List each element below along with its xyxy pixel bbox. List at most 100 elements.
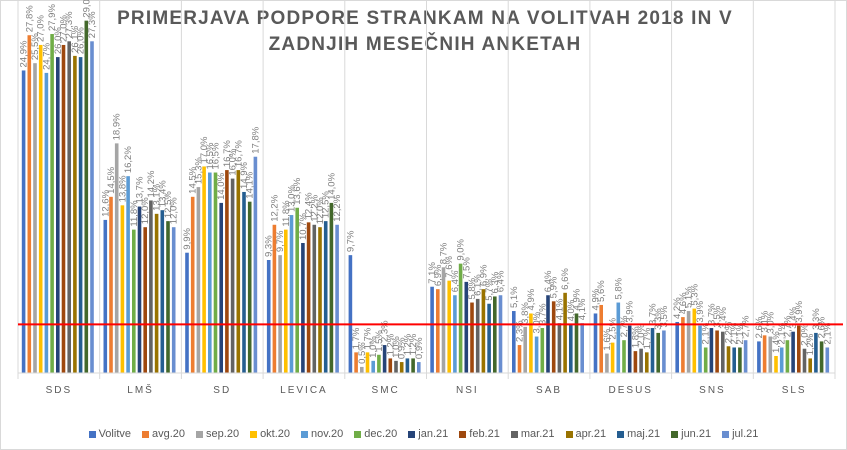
bar bbox=[109, 196, 113, 373]
legend-swatch bbox=[250, 430, 258, 438]
category-tick-label: SLS bbox=[782, 385, 807, 396]
data-label: 25,5% bbox=[30, 33, 41, 60]
bar bbox=[388, 358, 393, 373]
data-label: 3,8% bbox=[520, 302, 531, 324]
legend-swatch bbox=[565, 430, 573, 438]
bar bbox=[743, 340, 748, 373]
data-label: 27,9% bbox=[47, 4, 58, 31]
data-label: 4,9% bbox=[591, 288, 602, 310]
legend-item: nov.20 bbox=[301, 428, 343, 440]
category-tick-label: SDS bbox=[46, 385, 73, 396]
legend-label: dec.20 bbox=[364, 428, 398, 440]
bar bbox=[143, 227, 147, 373]
bar bbox=[464, 281, 469, 373]
data-label: 2,0% bbox=[800, 323, 811, 345]
data-label: 13,6% bbox=[292, 177, 303, 204]
bar bbox=[622, 340, 626, 373]
data-label: 12,6% bbox=[100, 189, 111, 216]
data-label: 3,9% bbox=[695, 300, 706, 322]
legend-item: maj.21 bbox=[617, 428, 660, 440]
legend-item: feb.21 bbox=[459, 428, 500, 440]
data-label: 14,5% bbox=[188, 166, 199, 193]
bar bbox=[56, 57, 60, 373]
category-tick-label: NSI bbox=[456, 385, 479, 396]
data-label: 14,0% bbox=[326, 172, 337, 199]
data-label: 3,4% bbox=[718, 306, 729, 328]
data-label: 6,6% bbox=[560, 268, 571, 290]
bar bbox=[272, 224, 277, 373]
data-label: 9,7% bbox=[345, 230, 356, 252]
bar bbox=[301, 242, 305, 373]
data-label: 12,0% bbox=[140, 197, 151, 224]
data-label: 29,0% bbox=[81, 0, 92, 18]
data-label: 27,8% bbox=[24, 5, 35, 32]
bar bbox=[73, 55, 77, 373]
legend-label: mar.21 bbox=[520, 428, 555, 440]
bar bbox=[306, 222, 311, 373]
data-label: 11,8% bbox=[129, 200, 140, 227]
bar bbox=[529, 313, 533, 373]
bar bbox=[441, 267, 446, 373]
data-label: 6,3% bbox=[490, 271, 501, 293]
data-label: 4,6% bbox=[678, 292, 689, 314]
data-label: 7,1% bbox=[427, 262, 438, 284]
bar bbox=[430, 286, 434, 373]
chart-legend: Volitve avg.20 sep.20 okt.20 nov.20 dec.20 jan… bbox=[0, 428, 847, 440]
data-label: 7,6% bbox=[444, 255, 455, 277]
bar bbox=[662, 330, 666, 373]
data-label: 1,8% bbox=[630, 326, 641, 348]
data-label: 12,5% bbox=[321, 191, 332, 218]
legend-swatch bbox=[459, 430, 467, 438]
bar bbox=[160, 210, 165, 373]
data-label: 11,8% bbox=[281, 200, 292, 227]
bar bbox=[686, 311, 691, 373]
legend-label: avg.20 bbox=[152, 428, 186, 440]
data-label: 3,7% bbox=[537, 303, 548, 325]
bar bbox=[247, 201, 252, 373]
data-label: 0,9% bbox=[397, 337, 408, 359]
data-label: 2,1% bbox=[729, 322, 740, 344]
data-label: 2,7% bbox=[741, 315, 752, 337]
data-label: 2,7% bbox=[782, 315, 793, 337]
data-label: 6,4% bbox=[543, 270, 554, 292]
data-label: 14,2% bbox=[146, 170, 157, 197]
data-label: 3,5% bbox=[712, 305, 723, 327]
legend-swatch bbox=[301, 430, 309, 438]
data-label: 0,9% bbox=[414, 337, 425, 359]
bar bbox=[33, 63, 37, 374]
bar bbox=[470, 302, 474, 373]
data-label: 2,5% bbox=[608, 317, 619, 339]
bar bbox=[791, 331, 795, 373]
legend-swatch bbox=[142, 430, 149, 438]
bar bbox=[540, 328, 545, 373]
category-tick-label: SAB bbox=[536, 385, 562, 396]
bar bbox=[738, 347, 742, 373]
bar bbox=[453, 295, 457, 373]
legend-label: jun.21 bbox=[681, 428, 712, 440]
bar bbox=[208, 172, 212, 373]
bar bbox=[721, 331, 725, 373]
bar bbox=[493, 296, 497, 373]
data-label: 2,2% bbox=[724, 321, 735, 343]
data-label: 4,1% bbox=[577, 298, 588, 320]
bar bbox=[768, 336, 773, 373]
data-label: 1,7% bbox=[642, 327, 653, 349]
data-label: 2,0% bbox=[636, 323, 647, 345]
bar bbox=[656, 332, 660, 373]
bar bbox=[38, 44, 43, 373]
data-label: 26,0% bbox=[76, 27, 87, 54]
bar bbox=[90, 41, 94, 374]
data-label: 3,0% bbox=[532, 311, 543, 333]
bar bbox=[523, 326, 527, 373]
data-label: 16,5% bbox=[205, 142, 216, 169]
bar bbox=[698, 325, 702, 373]
bar bbox=[120, 205, 125, 373]
legend-item: Volitve bbox=[88, 428, 131, 440]
bar bbox=[61, 44, 66, 373]
data-label: 2,3% bbox=[515, 320, 526, 342]
legend-label: maj.21 bbox=[627, 428, 661, 440]
data-label: 5,6% bbox=[596, 280, 607, 302]
bar bbox=[278, 255, 282, 373]
data-label: 1,5% bbox=[374, 330, 385, 352]
category-tick-label: LEVICA bbox=[280, 385, 328, 396]
